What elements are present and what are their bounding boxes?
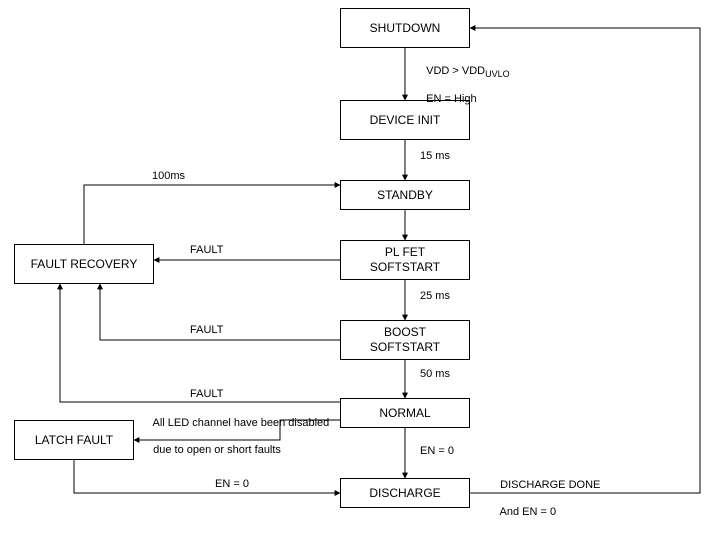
edges-svg [0,0,720,544]
